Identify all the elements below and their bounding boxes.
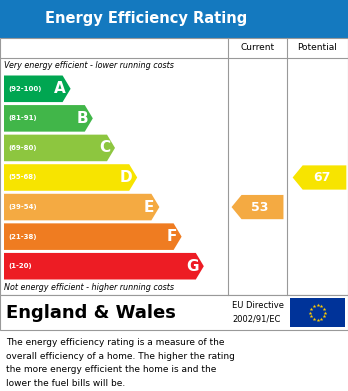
Text: Potential: Potential: [298, 43, 338, 52]
Text: 2002/91/EC: 2002/91/EC: [232, 315, 280, 324]
Text: G: G: [186, 259, 199, 274]
Text: Very energy efficient - lower running costs: Very energy efficient - lower running co…: [4, 61, 174, 70]
Polygon shape: [4, 105, 93, 132]
Text: Current: Current: [240, 43, 275, 52]
Text: England & Wales: England & Wales: [6, 303, 176, 321]
Text: F: F: [166, 229, 176, 244]
Text: (69-80): (69-80): [8, 145, 37, 151]
Text: B: B: [76, 111, 88, 126]
Polygon shape: [4, 164, 137, 191]
Text: overall efficiency of a home. The higher the rating: overall efficiency of a home. The higher…: [6, 352, 235, 361]
Text: (92-100): (92-100): [8, 86, 41, 92]
Polygon shape: [4, 253, 204, 280]
Polygon shape: [4, 75, 71, 102]
Bar: [0, 38, 348, 295]
Bar: [290, 298, 345, 327]
Polygon shape: [231, 195, 284, 219]
Text: lower the fuel bills will be.: lower the fuel bills will be.: [6, 378, 125, 387]
Text: A: A: [54, 81, 66, 96]
Polygon shape: [4, 223, 182, 250]
Text: (21-38): (21-38): [8, 234, 37, 240]
Text: EU Directive: EU Directive: [232, 301, 284, 310]
Polygon shape: [4, 194, 159, 221]
Text: Not energy efficient - higher running costs: Not energy efficient - higher running co…: [4, 283, 174, 292]
Text: 67: 67: [313, 171, 330, 184]
Text: (55-68): (55-68): [8, 174, 36, 181]
Bar: [0, 0, 348, 38]
Polygon shape: [293, 165, 346, 190]
Polygon shape: [4, 135, 115, 161]
Text: E: E: [144, 199, 155, 215]
Text: D: D: [120, 170, 132, 185]
Text: The energy efficiency rating is a measure of the: The energy efficiency rating is a measur…: [6, 338, 224, 347]
Bar: [0, 295, 348, 330]
Text: (39-54): (39-54): [8, 204, 37, 210]
Text: (1-20): (1-20): [8, 263, 32, 269]
Text: C: C: [99, 140, 110, 156]
Text: 53: 53: [251, 201, 268, 213]
Text: the more energy efficient the home is and the: the more energy efficient the home is an…: [6, 365, 216, 374]
Text: (81-91): (81-91): [8, 115, 37, 121]
Text: Energy Efficiency Rating: Energy Efficiency Rating: [45, 11, 247, 27]
